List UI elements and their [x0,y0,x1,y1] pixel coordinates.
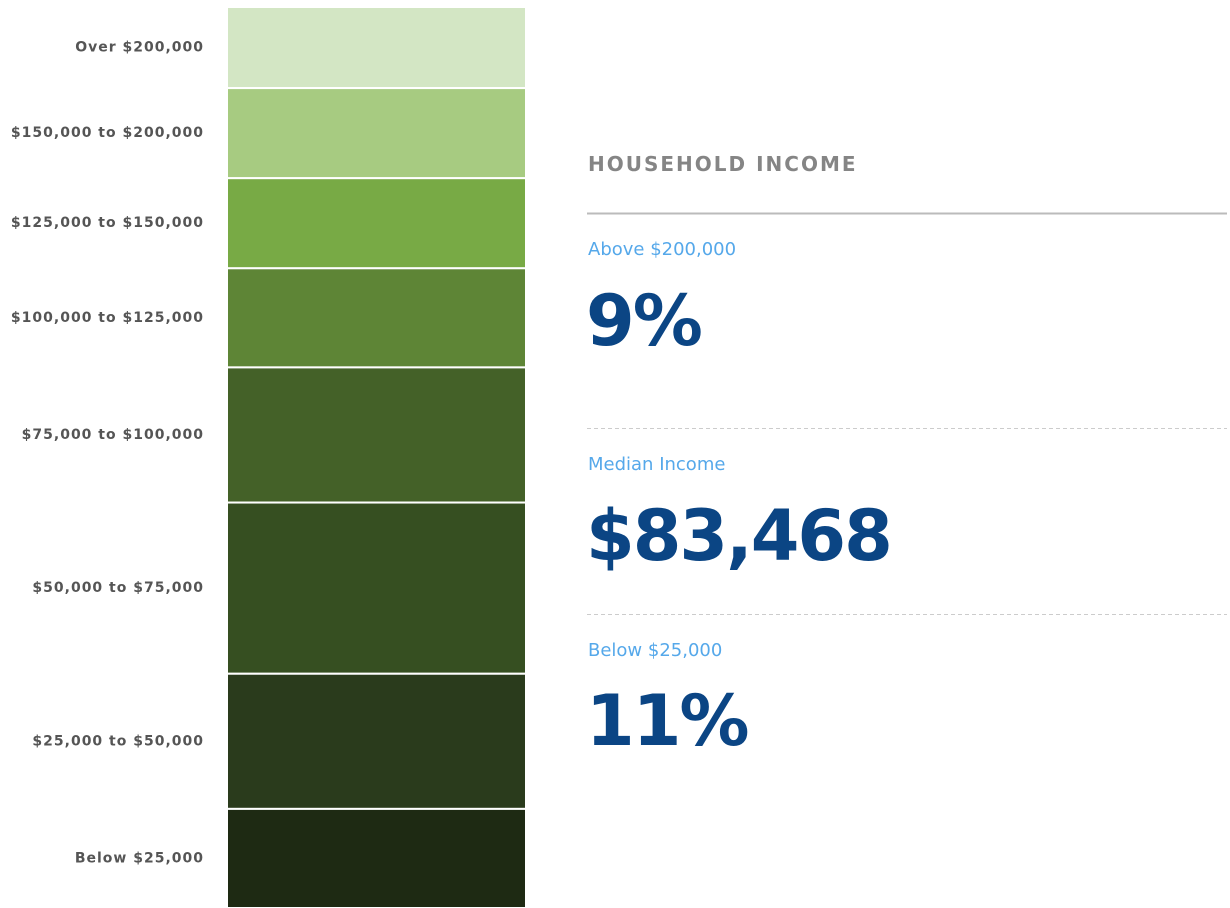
bar-segment [226,267,527,369]
category-label: $50,000 to $75,000 [32,580,204,596]
bar-segment [226,87,527,180]
stat-label: Below $25,000 [588,640,722,661]
bar-segment [226,6,527,90]
panel-title: HOUSEHOLD INCOME [588,152,858,176]
stat-label: Median Income [588,454,725,475]
category-label: $100,000 to $125,000 [11,310,204,326]
category-label: $25,000 to $50,000 [32,733,204,749]
stat-label: Above $200,000 [588,239,736,260]
stat-value: $83,468 [586,495,891,577]
category-label: $150,000 to $200,000 [11,125,204,141]
category-label: Below $25,000 [75,850,204,866]
bar-segment [226,807,527,908]
bar-segment [226,672,527,810]
category-label: $75,000 to $100,000 [22,427,204,443]
bar-segment [226,177,527,270]
stat-value: 9% [586,280,701,362]
stat-value: 11% [586,680,748,762]
category-label: Over $200,000 [75,40,204,56]
category-label: $125,000 to $150,000 [11,215,204,231]
bar-segment [226,501,527,675]
bar-segment [226,366,527,504]
